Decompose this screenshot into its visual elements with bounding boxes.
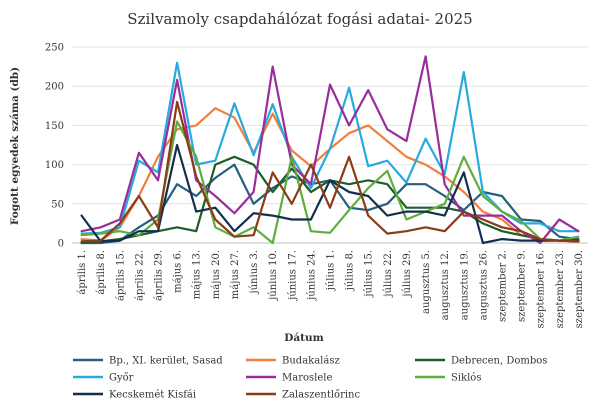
y-tick-label: 0 — [58, 239, 64, 250]
x-tick-label: április 1. — [77, 250, 88, 295]
x-tick-label: május 20. — [211, 250, 222, 299]
y-tick-label: 200 — [45, 82, 64, 93]
x-tick-label: július 15. — [364, 250, 375, 298]
y-tick-label: 100 — [45, 160, 64, 171]
series-line — [80, 143, 580, 245]
legend-label: Siklós — [451, 373, 481, 384]
x-tick-label: augusztus 19. — [459, 250, 470, 320]
x-tick-label: szeptember 16. — [536, 250, 547, 328]
chart-title: Szilvamoly csapdahálózat fogási adatai- … — [127, 10, 472, 28]
x-tick-label: július 22. — [383, 250, 394, 298]
x-tick-label: július 29. — [402, 250, 413, 298]
y-tick-label: 50 — [51, 199, 64, 210]
x-tick-label: április 8. — [96, 250, 107, 295]
x-tick-label: augusztus 5. — [421, 250, 432, 314]
x-tick-label: augusztus 26. — [478, 250, 489, 320]
x-tick-label: május 13. — [192, 250, 203, 299]
x-tick-label: szeptember 23. — [555, 250, 566, 328]
legend-label: Győr — [109, 373, 134, 384]
x-tick-label: szeptember 9. — [517, 250, 528, 322]
x-tick-label: április 15. — [115, 250, 126, 301]
x-tick-label: június 24. — [306, 250, 317, 301]
y-axis-ticks: 0 50 100 150 200 250 — [45, 43, 64, 250]
x-tick-label: szeptember 2. — [498, 250, 509, 322]
y-tick-label: 250 — [45, 43, 64, 54]
legend-label: Bp., XI. kerület, Sasad — [109, 356, 223, 367]
y-axis-title: Fogott egyedek száma (db) — [9, 67, 21, 225]
x-tick-label: július 8. — [345, 250, 356, 291]
y-tick-label: 150 — [45, 121, 64, 132]
legend-label: Budakalász — [282, 356, 340, 367]
x-tick-label: szeptember 30. — [574, 250, 585, 328]
legend: Bp., XI. kerület, Sasad Budakalász Debrece… — [73, 356, 547, 401]
series-lines — [80, 55, 580, 245]
x-tick-label: április 29. — [154, 250, 165, 301]
x-tick-label: május 6. — [173, 250, 184, 293]
x-tick-label: június 17. — [287, 250, 298, 301]
legend-label: Kecskemét Kisfái — [109, 390, 196, 401]
legend-label: Zalaszentlőrinc — [282, 390, 360, 401]
series-line — [80, 100, 580, 243]
x-tick-label: augusztus 12. — [440, 250, 451, 320]
legend-label: Maroslele — [282, 373, 332, 384]
x-tick-label: május 27. — [230, 250, 241, 299]
x-axis-title: Dátum — [284, 332, 324, 344]
legend-label: Debrecen, Dombos — [451, 356, 547, 367]
series-line — [80, 55, 580, 245]
x-tick-label: július 1. — [326, 250, 337, 291]
x-axis-ticks: április 1. április 8. április 15. április 2… — [77, 250, 585, 328]
x-tick-label: június 3. — [249, 250, 260, 294]
x-tick-label: április 22. — [134, 250, 145, 301]
x-tick-label: június 10. — [268, 250, 279, 301]
